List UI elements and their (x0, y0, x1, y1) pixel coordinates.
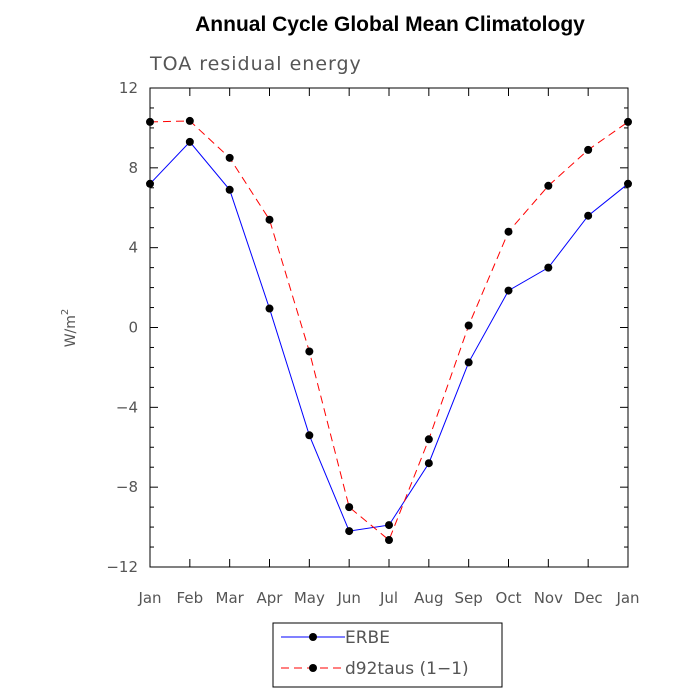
x-tick-label: Nov (534, 589, 563, 607)
y-tick-label: −12 (106, 558, 138, 576)
series-line-erbe (149, 141, 629, 532)
series-line-d92taus (149, 120, 629, 541)
legend-erbe-marker (309, 633, 317, 641)
data-point-d92taus (424, 435, 433, 444)
plot-frame (149, 87, 629, 568)
x-tick-label: Jan (615, 589, 639, 607)
legend-box (272, 622, 503, 688)
data-point-erbe (424, 459, 433, 468)
data-point-d92taus (146, 117, 154, 126)
legend: ERBE d92taus (1−1) (272, 622, 503, 688)
data-point-d92taus (305, 347, 314, 356)
x-tick-label: Jul (379, 589, 398, 607)
data-point-erbe (345, 527, 354, 536)
x-tick-label: Dec (574, 589, 603, 607)
data-point-erbe (146, 179, 154, 188)
x-tick-label: Aug (414, 589, 443, 607)
legend-erbe-label: ERBE (345, 628, 390, 648)
y-axis-label-exponent: 2 (60, 309, 71, 315)
data-point-d92taus (385, 536, 393, 545)
x-tick-label: Apr (257, 589, 284, 607)
chart-title: Annual Cycle Global Mean Climatology (195, 13, 585, 36)
data-point-d92taus (185, 116, 194, 125)
data-point-erbe (305, 431, 314, 440)
data-point-erbe (624, 179, 632, 188)
data-point-erbe (464, 358, 473, 367)
x-tick-label: Mar (216, 589, 245, 607)
data-point-erbe (265, 304, 274, 313)
data-point-d92taus (345, 503, 354, 512)
y-tick-label: 8 (128, 159, 138, 177)
data-point-erbe (504, 286, 513, 295)
data-point-d92taus (624, 117, 632, 126)
legend-d92taus-label: d92taus (1−1) (345, 659, 469, 679)
legend-d92taus-marker (309, 664, 317, 672)
data-point-erbe (584, 211, 593, 220)
data-point-erbe (385, 521, 393, 530)
x-tick-label: May (294, 589, 325, 607)
x-tick-label: Jun (336, 589, 360, 607)
data-point-d92taus (584, 145, 593, 154)
x-tick-label: Sep (455, 589, 483, 607)
x-tick-label: Feb (177, 589, 204, 607)
y-tick-label: −8 (116, 478, 138, 496)
data-point-d92taus (504, 227, 513, 236)
series-layer (146, 116, 632, 545)
x-axis: Jan Feb Mar Apr May Jun Jul Aug Sep Oct Nov Dec Jan (137, 88, 640, 607)
x-tick-label: Oct (496, 589, 522, 607)
data-point-d92taus (464, 321, 473, 330)
data-point-erbe (225, 185, 234, 194)
data-point-erbe (185, 137, 194, 146)
x-tick-label: Jan (137, 589, 161, 607)
chart-subtitle: TOA residual energy (149, 53, 362, 75)
data-point-d92taus (225, 153, 234, 162)
y-tick-label: 12 (119, 79, 138, 97)
y-axis-label: W/m2 (60, 309, 79, 348)
y-axis: 12 8 4 0 −4 −8 −12 (106, 79, 628, 576)
data-point-d92taus (544, 181, 553, 190)
y-axis-label-unit: W/m (63, 315, 79, 347)
data-point-erbe (544, 263, 553, 272)
y-tick-label: 4 (128, 239, 138, 257)
data-point-d92taus (265, 215, 274, 224)
y-tick-label: 0 (128, 319, 138, 337)
y-tick-label: −4 (116, 398, 138, 416)
